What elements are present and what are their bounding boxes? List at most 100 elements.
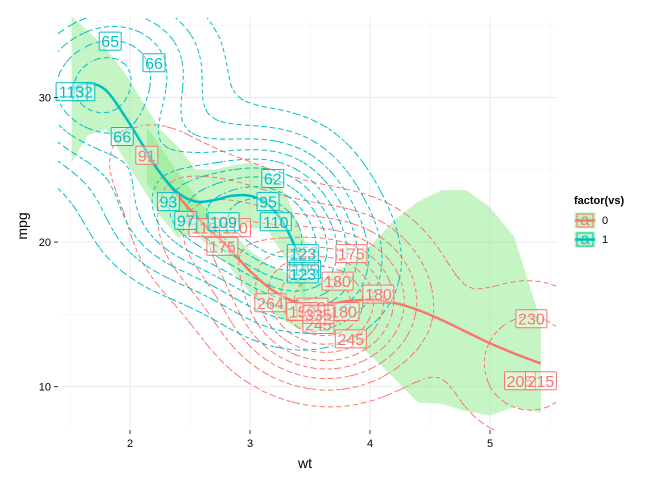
- axis-layer: 2 3 4 5 10 20 30: [39, 93, 493, 450]
- point-label-0: 150: [286, 302, 319, 322]
- confidence-ribbon-1: [71, 16, 306, 300]
- point-label-0: 110: [188, 218, 221, 238]
- point-label-0: 264: [254, 293, 287, 313]
- point-label-text: 110: [222, 221, 248, 238]
- y-axis-title: mpg: [14, 212, 30, 239]
- point-label-text: 66: [145, 56, 163, 73]
- point-label-0: 180: [321, 271, 354, 291]
- point-label-text: 264: [257, 296, 284, 313]
- legend-label: 0: [602, 215, 608, 227]
- point-label-text: 113: [59, 85, 85, 102]
- point-label-box: [302, 304, 335, 324]
- y-tick-label: 30: [39, 93, 51, 105]
- point-label-box: [515, 309, 548, 329]
- point-label-text: 93: [160, 195, 178, 212]
- legend-key-box: [576, 213, 594, 228]
- x-tick-label: 5: [487, 438, 493, 450]
- point-label-1: 65: [98, 31, 122, 51]
- point-label-0: 335: [302, 304, 335, 324]
- x-tick-label: 2: [127, 438, 133, 450]
- legend-label: 1: [602, 234, 608, 246]
- point-label-text: 110: [192, 221, 218, 238]
- point-label-text: 65: [101, 34, 119, 51]
- point-label-text: 97: [177, 213, 195, 230]
- point-label-1: 95: [256, 192, 280, 212]
- point-label-box: [362, 284, 395, 304]
- point-label-box: [142, 53, 166, 73]
- point-label-box: [286, 302, 319, 321]
- point-label-box: [135, 145, 159, 165]
- point-label-0: 245: [302, 315, 335, 335]
- point-label-text: 205: [507, 374, 534, 391]
- point-label-text: 175: [338, 247, 365, 264]
- point-label-1: 113: [55, 82, 88, 102]
- point-label-text: 175: [209, 239, 236, 256]
- point-label-box: [261, 169, 285, 188]
- point-label-0: 180: [362, 284, 395, 304]
- point-label-box: [256, 192, 280, 212]
- point-label-box: [321, 271, 354, 291]
- line-layer: [71, 81, 542, 365]
- point-label-1: 93: [156, 192, 180, 212]
- point-label-box: [524, 371, 557, 391]
- point-label-text: 66: [113, 130, 131, 147]
- point-label-box: [334, 329, 367, 349]
- point-label-1: 109: [207, 212, 240, 232]
- point-label-1: 62: [261, 169, 285, 189]
- x-axis-title: wt: [297, 455, 312, 471]
- point-label-1: 123: [286, 244, 319, 264]
- point-label-0: 110: [219, 218, 251, 238]
- legend-key-box: [576, 232, 594, 247]
- point-label-box: [504, 371, 536, 391]
- point-label-1: 123: [286, 264, 319, 284]
- density-contour-1: [57, 17, 402, 351]
- point-label-1: 66: [142, 53, 166, 73]
- point-label-0: 215: [524, 371, 557, 391]
- legend-key-glyph: a: [581, 212, 590, 229]
- point-label-text: 150: [299, 300, 326, 317]
- point-label-box: [98, 31, 122, 51]
- point-label-box: [219, 218, 251, 238]
- point-label-text: 180: [330, 305, 357, 322]
- point-label-box: [206, 236, 239, 256]
- legend: factor(vs) a 0a 1: [573, 195, 624, 249]
- point-label-0: 205: [504, 371, 536, 391]
- x-tick-label: 4: [367, 438, 373, 450]
- point-label-box: [55, 82, 88, 102]
- point-label-0: 91: [135, 145, 159, 165]
- point-label-1: 66: [110, 127, 134, 147]
- point-label-box: [335, 244, 368, 264]
- point-label-text: 52: [75, 85, 93, 102]
- x-tick-label: 3: [247, 438, 253, 450]
- point-label-text: 335: [305, 307, 332, 324]
- point-label-text: 105: [292, 263, 319, 280]
- point-label-box: [259, 212, 292, 232]
- y-tick-label: 20: [39, 237, 51, 249]
- point-label-0: 175: [206, 236, 239, 256]
- legend-key-glyph: a: [581, 231, 590, 248]
- point-label-text: 180: [324, 274, 351, 291]
- point-label-0: 245: [334, 329, 367, 349]
- smooth-line-0: [145, 154, 542, 365]
- point-label-text: 110: [263, 215, 289, 232]
- legend-title: factor(vs): [574, 195, 624, 207]
- point-label-box: [110, 127, 134, 146]
- smooth-line-1: [71, 81, 307, 272]
- point-label-1: 110: [259, 212, 292, 232]
- point-label-text: 91: [138, 148, 156, 165]
- point-label-box: [174, 210, 198, 230]
- point-label-0: 230: [515, 309, 548, 329]
- point-label-text: 62: [264, 172, 282, 189]
- point-label-text: 123: [289, 247, 316, 264]
- point-label-box: [286, 264, 319, 284]
- point-label-text: 95: [259, 195, 277, 212]
- point-label-text: 109: [210, 215, 237, 232]
- point-label-text: 180: [365, 287, 392, 304]
- point-label-text: 230: [518, 312, 545, 329]
- point-label-text: 123: [289, 267, 316, 284]
- point-label-1: 97: [174, 210, 198, 230]
- point-label-box: [286, 244, 319, 264]
